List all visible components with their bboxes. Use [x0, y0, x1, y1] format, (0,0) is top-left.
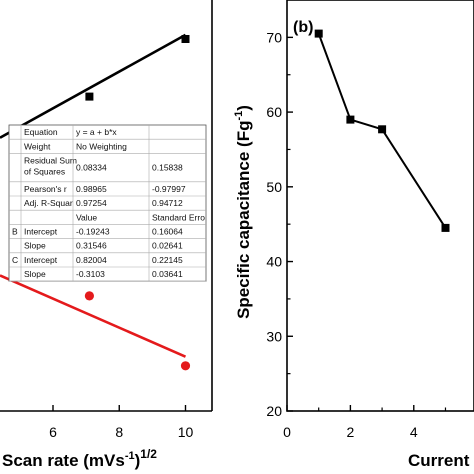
- panel-b-x-ticks: 0 2 4: [283, 405, 447, 440]
- fit-table-cell-4-2: 0.97254: [76, 198, 107, 208]
- panel-b-point-0-1: [346, 115, 355, 124]
- panel-b: 20 30 40 50 60 70 0 2 4 (b) Specific capacitanc…: [233, 0, 474, 470]
- panel-b-y-axis-title: Specific capacitance (Fg-1): [233, 105, 253, 319]
- panel-a-plot: [0, 33, 191, 371]
- fit-table-cell-3-3: -0.97997: [152, 184, 186, 194]
- fit-table-cell-3-1: Pearson's r: [24, 184, 67, 194]
- panel-b-x-tick-label-4: 4: [410, 424, 418, 440]
- panel-b-y-tick-label-70: 70: [266, 29, 282, 45]
- fit-table-cell-6-0: B: [12, 227, 18, 237]
- panel-b-point-0-2: [378, 125, 387, 134]
- panel-b-series-line-0: [317, 33, 447, 229]
- panel-a-x-tick-label-6: 6: [49, 424, 57, 440]
- panel-b-point-0-3: [441, 223, 450, 232]
- panel-b-frame: [286, 0, 474, 412]
- fit-table-cell-1-2: No Weighting: [76, 141, 127, 151]
- fit-table-cell-8-3: 0.22145: [152, 255, 183, 265]
- panel-a-x-tick-label-10: 10: [178, 424, 194, 440]
- panel-b-y-ticks: 20 30 40 50 60 70: [266, 29, 293, 419]
- panel-b-y-tick-label-60: 60: [266, 104, 282, 120]
- fit-table-cell-3-2: 0.98965: [76, 184, 107, 194]
- panel-b-point-0-0: [314, 29, 323, 38]
- fit-table-cell-9-2: -0.3103: [76, 269, 105, 279]
- panel-b-y-tick-label-50: 50: [266, 179, 282, 195]
- panel-a-point-1-1: [180, 361, 191, 371]
- fit-table-cell-7-2: 0.31546: [76, 241, 107, 251]
- fit-table-cell-6-1: Intercept: [24, 227, 58, 237]
- panel-a: 6 8 10 Equation y = a + b*x Weight No Weighti…: [0, 0, 213, 470]
- fit-table-cell-9-1: Slope: [24, 269, 46, 279]
- fit-table-cell-0-1: Equation: [24, 127, 58, 137]
- panel-a-point-0-0: [85, 92, 94, 101]
- fit-table-cell-1-1: Weight: [24, 141, 51, 151]
- panel-a-point-1-0: [84, 291, 94, 301]
- panel-a-fit-line-0: [0, 33, 187, 139]
- fit-table-cell-8-0: C: [12, 255, 18, 265]
- panel-a-fit-line-1: [0, 274, 187, 358]
- panel-b-label: (b): [293, 19, 313, 36]
- fit-table-cell-5-2: Value: [76, 212, 97, 222]
- fit-table-cell-2-1: of Squares: [24, 166, 65, 176]
- fit-table-cell-7-3: 0.02641: [152, 241, 183, 251]
- fit-table-background: [8, 124, 207, 282]
- fit-table-cell-9-3: 0.03641: [152, 269, 183, 279]
- fit-table-cell-6-2: -0.19243: [76, 227, 110, 237]
- fit-table-cell-8-2: 0.82004: [76, 255, 107, 265]
- fit-table-cell-6-3: 0.16064: [152, 227, 183, 237]
- panel-b-y-tick-label-30: 30: [266, 328, 282, 344]
- panel-b-x-axis-title: Current: [408, 451, 470, 470]
- panel-b-x-tick-label-2: 2: [346, 424, 354, 440]
- fit-table-cell-2-2: 0.08334: [76, 163, 107, 173]
- fit-table-cell-7-1: Slope: [24, 241, 46, 251]
- panel-a-x-ticks: 6 8 10: [49, 405, 193, 440]
- fit-table-cell-2-1: Residual Sum: [24, 155, 77, 165]
- panel-a-x-axis-title: Scan rate (mVs-1)1/2: [2, 447, 157, 470]
- fit-table-cell-4-1: Adj. R-Squar: [24, 198, 73, 208]
- fit-table-cell-2-3: 0.15838: [152, 163, 183, 173]
- panel-b-y-tick-label-40: 40: [266, 254, 282, 270]
- fit-table-cell-4-3: 0.94712: [152, 198, 183, 208]
- panel-b-x-tick-label-0: 0: [283, 424, 291, 440]
- fit-table-cell-8-1: Intercept: [24, 255, 58, 265]
- panel-a-x-tick-label-8: 8: [115, 424, 123, 440]
- fit-table-cell-5-3: Standard Erro: [152, 212, 205, 222]
- panel-a-fit-table: Equation y = a + b*x Weight No Weighting Res…: [8, 124, 207, 282]
- fit-table-cell-0-2: y = a + b*x: [76, 127, 117, 137]
- panel-b-plot: [314, 29, 450, 232]
- panel-b-y-tick-label-20: 20: [266, 403, 282, 419]
- panel-a-point-0-1: [181, 35, 190, 43]
